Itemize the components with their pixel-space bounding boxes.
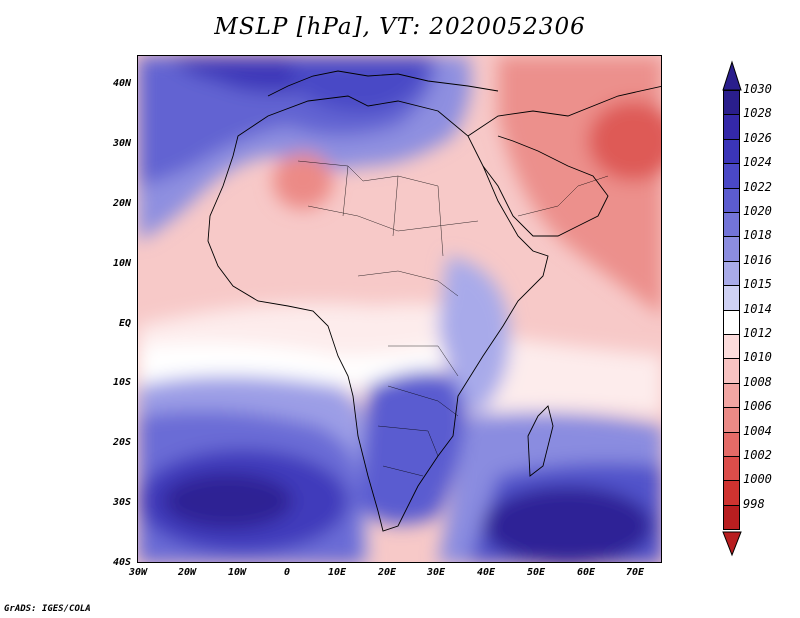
colorbar-label: 1020: [743, 204, 772, 218]
colorbar-swatch: [723, 114, 740, 140]
colorbar-swatch: [723, 309, 740, 335]
colorbar-top-arrow: [722, 60, 742, 91]
lon-tick-label: 20W: [177, 567, 197, 578]
lon-tick-label: 30E: [426, 567, 446, 578]
lat-tick-label: 10N: [112, 258, 131, 269]
lat-tick-label: EQ: [118, 318, 131, 329]
lat-tick-label: 30N: [112, 138, 131, 149]
lat-tick-label: 30S: [112, 497, 131, 508]
mslp-map-plot: [137, 55, 662, 563]
colorbar-label: 1008: [743, 374, 772, 389]
colorbar-label: 1014: [743, 301, 772, 316]
colorbar-swatch: [723, 431, 740, 457]
lat-tick-label: 40N: [112, 78, 131, 89]
colorbar-label: 1002: [743, 448, 772, 462]
lon-tick-label: 20E: [377, 567, 397, 578]
colorbar-label: 1000: [743, 472, 772, 487]
lon-tick-label: 40E: [476, 567, 496, 578]
colorbar-swatch: [723, 334, 740, 360]
lon-tick-label: 50E: [526, 567, 546, 578]
colorbar-label: 1010: [743, 350, 772, 365]
colorbar-label: 1022: [743, 179, 772, 194]
colorbar-label: 1012: [743, 326, 772, 340]
colorbar-swatch: [723, 138, 740, 165]
colorbar-swatch: [723, 480, 740, 506]
lat-tick-label: 40S: [112, 557, 131, 568]
colorbar-swatch: [723, 90, 740, 116]
colorbar-swatch: [723, 187, 740, 213]
colorbar-label: 1024: [743, 155, 772, 170]
lat-tick-label: 10S: [112, 377, 131, 388]
colorbar-swatch: [723, 358, 740, 384]
colorbar-label: 1026: [743, 130, 772, 145]
colorbar-swatch: [723, 456, 740, 482]
colorbar-swatch: [723, 212, 740, 238]
colorbar-label: 1015: [743, 277, 772, 292]
coastlines: [207, 70, 661, 532]
colorbar-label: 1030: [743, 82, 772, 96]
colorbar-swatch: [723, 163, 740, 189]
colorbar-label: 1006: [743, 399, 772, 414]
colorbar-swatch: [723, 260, 740, 287]
colorbar-swatch: [723, 285, 740, 311]
lat-tick-label: 20N: [112, 198, 131, 209]
map-title: MSLP [hPa], VT: 2020052306: [214, 14, 586, 40]
lon-tick-label: 70E: [625, 567, 645, 578]
lat-tick-label: 20S: [112, 437, 131, 448]
colorbar-label: 1016: [743, 252, 772, 267]
colorbar-label: 1018: [743, 228, 772, 243]
grads-credit: GrADS: IGES/COLA: [4, 604, 91, 614]
country-borders: [297, 160, 609, 477]
colorbar-label: 1028: [743, 106, 772, 121]
lon-tick-label: 0: [283, 567, 291, 578]
colorbar-swatch: [723, 382, 740, 409]
colorbar-label: 1004: [743, 423, 772, 438]
colorbar-bottom-arrow: [722, 531, 742, 557]
lon-tick-label: 30W: [128, 567, 148, 578]
colorbar-swatch: [723, 504, 740, 531]
lon-tick-label: 10E: [327, 567, 347, 578]
lon-tick-label: 10W: [227, 567, 247, 578]
colorbar-swatch: [723, 236, 740, 262]
mslp-field: [138, 56, 661, 562]
lon-tick-label: 60E: [576, 567, 596, 578]
colorbar-swatch: [723, 407, 740, 433]
colorbar-label: 998: [743, 496, 765, 511]
